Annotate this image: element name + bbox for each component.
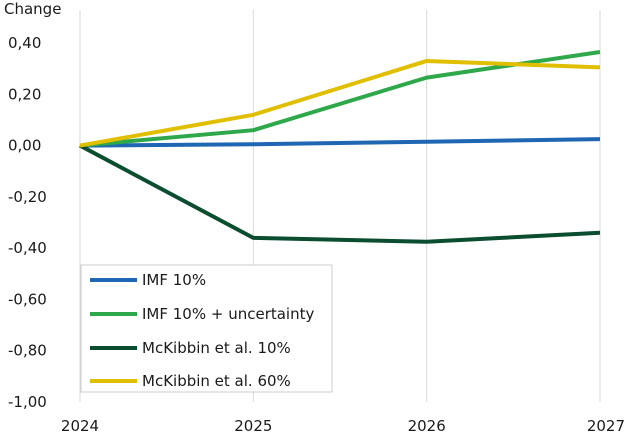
- legend-label: IMF 10% + uncertainty: [142, 305, 314, 323]
- x-tick-label: 2027: [587, 417, 625, 435]
- series-line-3: [79, 58, 601, 148]
- legend-label: McKibbin et al. 10%: [142, 339, 291, 357]
- legend-label: McKibbin et al. 60%: [142, 372, 291, 390]
- y-tick-label: -0,20: [8, 188, 47, 206]
- x-tick-label: 2026: [408, 417, 446, 435]
- y-tick-label: 0,00: [8, 137, 41, 155]
- y-tick-label: 0,20: [8, 85, 41, 103]
- legend: IMF 10% IMF 10% + uncertainty McKibbin et …: [80, 264, 333, 393]
- x-tick-label: 2024: [61, 417, 99, 435]
- y-axis-label: Change: [4, 0, 61, 18]
- y-tick-label: 0,40: [8, 34, 41, 52]
- y-tick-label: -0,40: [8, 239, 47, 257]
- legend-box: [80, 264, 333, 393]
- x-tick-labels: 2024 2025 2026 2027: [61, 417, 625, 435]
- y-tick-label: -0,80: [8, 342, 47, 360]
- series-line-0: [79, 137, 601, 148]
- y-tick-label: -1,00: [8, 393, 47, 411]
- legend-label: IMF 10%: [142, 271, 206, 289]
- y-tick-label: -0,60: [8, 290, 47, 308]
- y-tick-labels: 0,40 0,20 0,00 -0,20 -0,40 -0,60 -0,80 -1,00: [8, 34, 47, 411]
- series-lines: [79, 49, 601, 244]
- x-tick-label: 2025: [234, 417, 272, 435]
- series-line-2: [79, 143, 601, 244]
